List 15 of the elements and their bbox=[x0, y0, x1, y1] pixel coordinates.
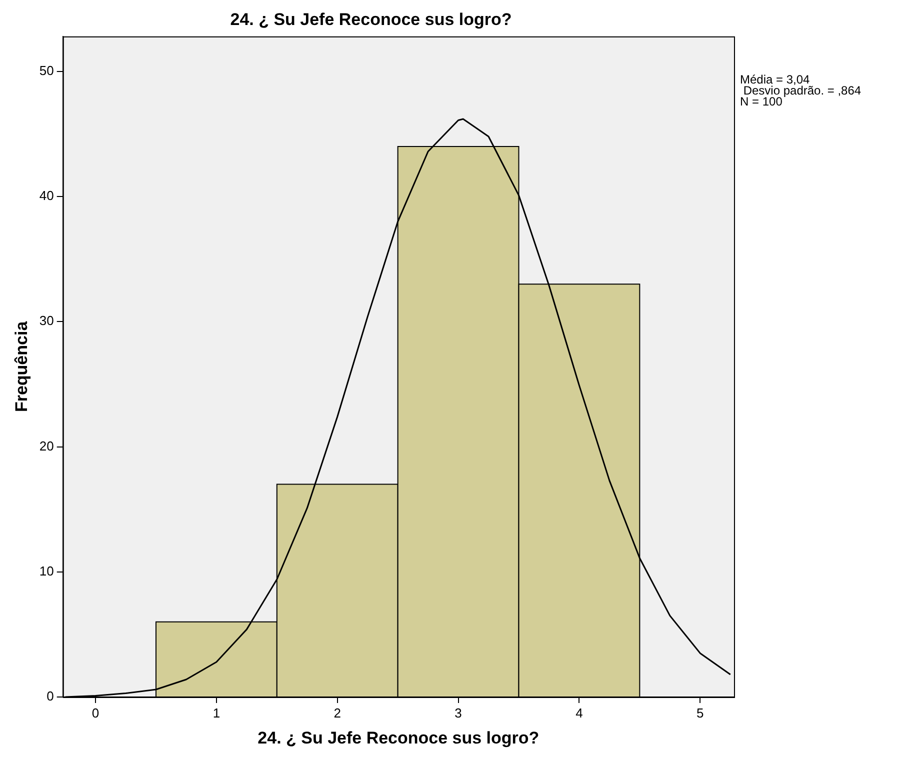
y-tick-label: 50 bbox=[39, 63, 54, 78]
x-tick-label: 2 bbox=[334, 705, 341, 720]
x-tick-label: 0 bbox=[92, 705, 100, 720]
y-tick-label: 20 bbox=[39, 438, 54, 454]
y-tick-label: 10 bbox=[39, 563, 54, 578]
y-tick-label: 0 bbox=[46, 688, 54, 704]
y-tick-label: 30 bbox=[39, 313, 54, 328]
x-tick-label: 1 bbox=[212, 705, 220, 720]
y-tick-label: 40 bbox=[39, 188, 54, 204]
x-tick-label: 3 bbox=[454, 705, 462, 720]
x-tick-label: 5 bbox=[696, 705, 704, 720]
chart-title: 24. ¿ Su Jefe Reconoce sus logro? bbox=[230, 10, 512, 29]
x-tick-label: 4 bbox=[576, 705, 583, 720]
y-axis-title: Frequência bbox=[12, 320, 31, 412]
x-axis-title: 24. ¿ Su Jefe Reconoce sus logro? bbox=[258, 728, 540, 748]
